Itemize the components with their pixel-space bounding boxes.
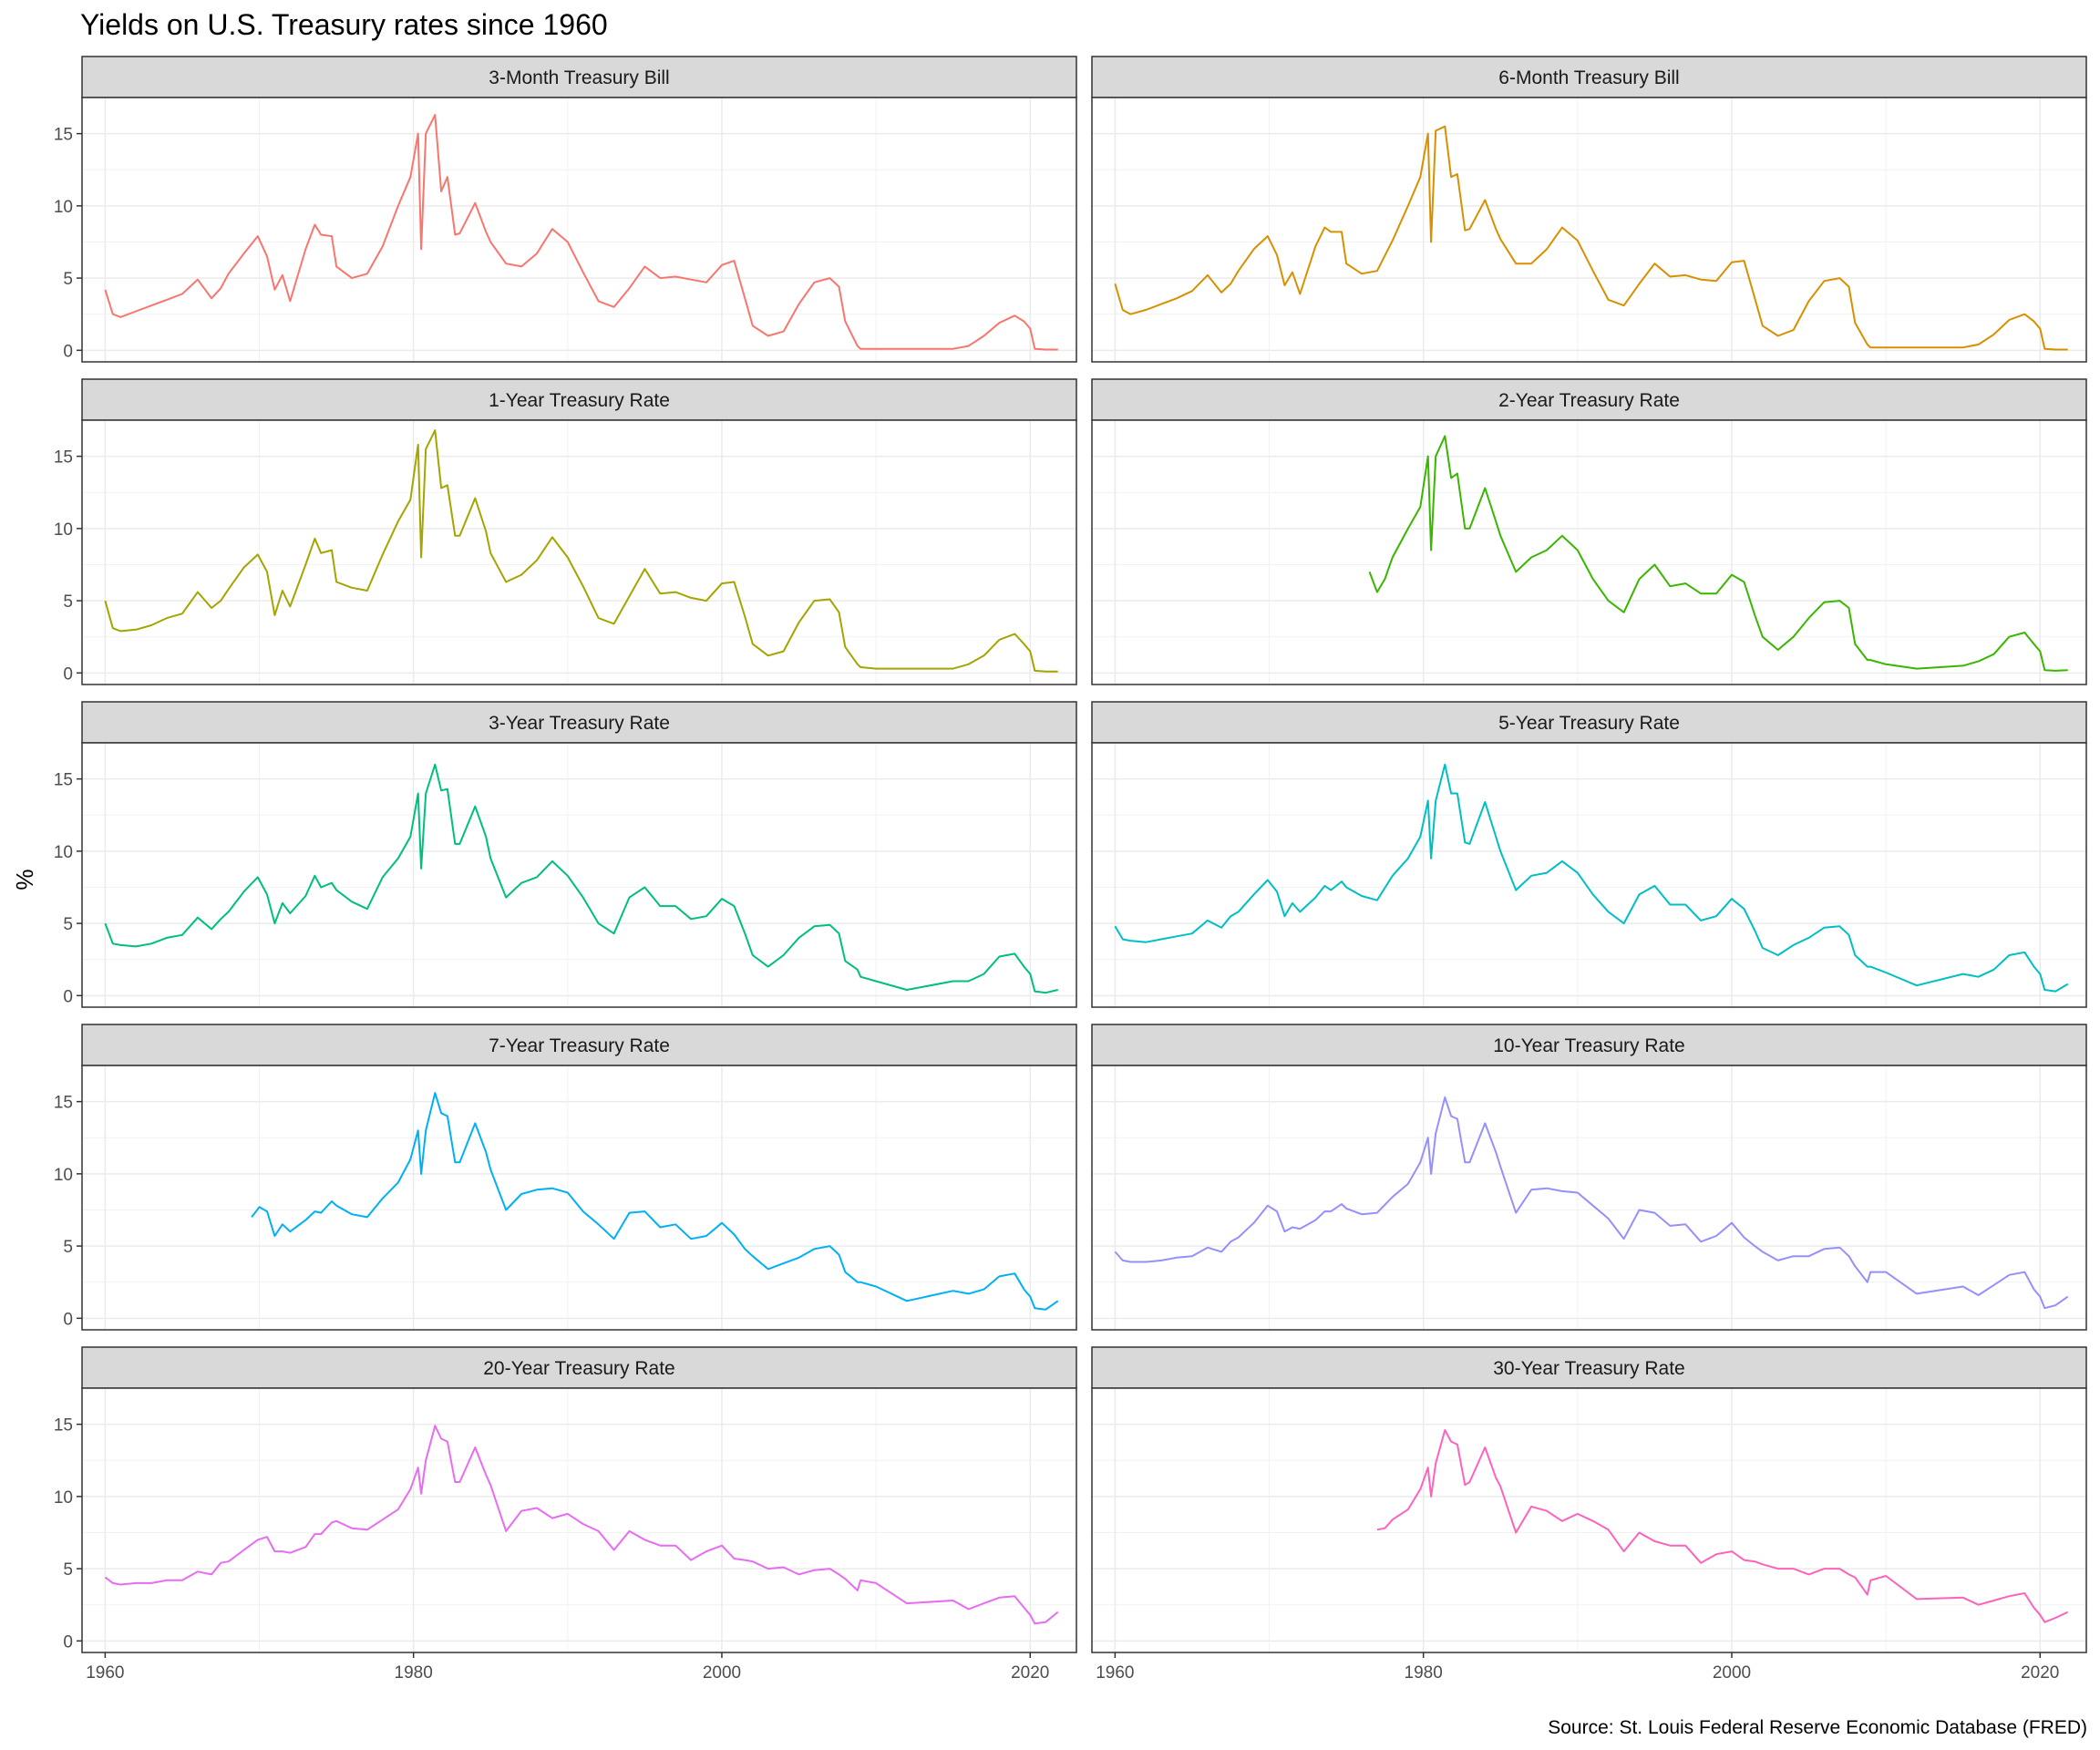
facet-panel: 20-Year Treasury Rate 0 5 10 15 1960 1980 2000 2…	[54, 1346, 1077, 1683]
y-tick-label: 15	[54, 126, 73, 145]
facet-strip	[1091, 1024, 2087, 1066]
facet-strip-label: 3-Month Treasury Bill	[489, 67, 669, 88]
y-tick-label: 10	[54, 843, 73, 862]
panels-layer: 3-Month Treasury Bill 0 5 10 15 6-Month Treas…	[54, 56, 2087, 1683]
panel-border	[81, 1387, 1077, 1653]
facet-strip-label: 10-Year Treasury Rate	[1493, 1035, 1685, 1056]
x-tick-label: 2020	[1011, 1663, 1049, 1683]
y-tick-label: 10	[54, 520, 73, 540]
facet-strip	[1091, 378, 2087, 421]
plot-background	[1092, 98, 2086, 362]
panel-border	[1091, 1065, 2087, 1331]
facet-panel: 7-Year Treasury Rate 0 5 10 15	[54, 1024, 1077, 1331]
y-tick-label: 15	[54, 1416, 73, 1436]
y-tick-label: 0	[63, 664, 73, 684]
y-tick-label: 10	[54, 1166, 73, 1185]
facet-panel: 10-Year Treasury Rate	[1091, 1024, 2087, 1331]
y-tick-label: 5	[63, 592, 73, 612]
plot-background	[82, 1065, 1076, 1330]
facet-strip-label: 20-Year Treasury Rate	[483, 1358, 675, 1379]
facet-panel: 5-Year Treasury Rate	[1091, 701, 2087, 1008]
series-line	[1114, 763, 2069, 993]
facet-strip-label: 2-Year Treasury Rate	[1498, 390, 1680, 411]
facet-panel: 30-Year Treasury Rate 1960 1980 2000 2020	[1091, 1346, 2087, 1683]
series-line	[251, 1092, 1059, 1311]
x-tick-label: 1960	[1096, 1663, 1134, 1683]
facet-strip	[81, 701, 1077, 744]
facet-strip-label: 6-Month Treasury Bill	[1498, 67, 1679, 88]
plot-background	[1092, 1388, 2086, 1652]
facet-panel: 6-Month Treasury Bill	[1091, 56, 2087, 363]
series-line	[104, 429, 1058, 673]
panel-border	[81, 419, 1077, 685]
facet-strip	[1091, 1346, 2087, 1389]
plot-background	[82, 98, 1076, 362]
y-tick-label: 0	[63, 1632, 73, 1652]
y-tick-label: 0	[63, 342, 73, 361]
series-line	[1368, 435, 2068, 672]
series-line	[104, 763, 1058, 994]
x-tick-label: 2000	[703, 1663, 741, 1683]
y-tick-label: 5	[63, 915, 73, 934]
y-tick-label: 5	[63, 1560, 73, 1580]
panel-border	[81, 742, 1077, 1008]
plot-background	[82, 420, 1076, 685]
facet-strip-label: 1-Year Treasury Rate	[489, 390, 670, 411]
facet-strip-label: 3-Year Treasury Rate	[489, 713, 670, 734]
facet-strip-label: 5-Year Treasury Rate	[1498, 713, 1680, 734]
panel-border	[1091, 419, 2087, 685]
x-tick-label: 2000	[1713, 1663, 1751, 1683]
series-line	[104, 114, 1058, 351]
y-tick-label: 15	[54, 771, 73, 790]
facet-panel: 1-Year Treasury Rate 0 5 10 15	[54, 378, 1077, 685]
plot-background	[1092, 420, 2086, 685]
plot-background	[82, 743, 1076, 1007]
x-tick-label: 2020	[2021, 1663, 2059, 1683]
panel-border	[81, 1065, 1077, 1331]
facet-strip-label: 7-Year Treasury Rate	[489, 1035, 670, 1056]
chart-caption: Source: St. Louis Federal Reserve Econom…	[1548, 1717, 2087, 1738]
y-tick-label: 5	[63, 1238, 73, 1257]
y-tick-label: 10	[54, 1488, 73, 1508]
plot-background	[1092, 743, 2086, 1007]
facet-panel: 2-Year Treasury Rate	[1091, 378, 2087, 685]
panel-border	[1091, 97, 2087, 363]
facet-strip-label: 30-Year Treasury Rate	[1493, 1358, 1685, 1379]
x-tick-label: 1960	[86, 1663, 124, 1683]
x-tick-label: 1980	[395, 1663, 433, 1683]
series-line	[1114, 1096, 2069, 1310]
x-tick-label: 1980	[1405, 1663, 1443, 1683]
y-tick-label: 10	[54, 198, 73, 217]
plot-background	[82, 1388, 1076, 1652]
y-tick-label: 0	[63, 987, 73, 1006]
panel-border	[1091, 742, 2087, 1008]
chart-title: Yields on U.S. Treasury rates since 1960	[80, 8, 608, 41]
panel-border	[81, 97, 1077, 363]
y-tick-label: 15	[54, 448, 73, 468]
facet-panel: 3-Year Treasury Rate 0 5 10 15	[54, 701, 1077, 1008]
facet-strip	[1091, 56, 2087, 98]
series-line	[1114, 125, 2068, 351]
facet-strip	[1091, 701, 2087, 744]
y-tick-label: 15	[54, 1094, 73, 1113]
plot-background	[1092, 1065, 2086, 1330]
series-line	[1376, 1429, 2069, 1623]
y-tick-label: 5	[63, 270, 73, 289]
y-tick-label: 0	[63, 1310, 73, 1329]
panel-border	[1091, 1387, 2087, 1653]
facet-strip	[81, 378, 1077, 421]
facet-strip	[81, 1346, 1077, 1389]
y-axis-label: %	[11, 869, 38, 890]
facet-strip	[81, 56, 1077, 98]
series-line	[104, 1425, 1059, 1625]
facet-panel: 3-Month Treasury Bill 0 5 10 15	[54, 56, 1077, 363]
